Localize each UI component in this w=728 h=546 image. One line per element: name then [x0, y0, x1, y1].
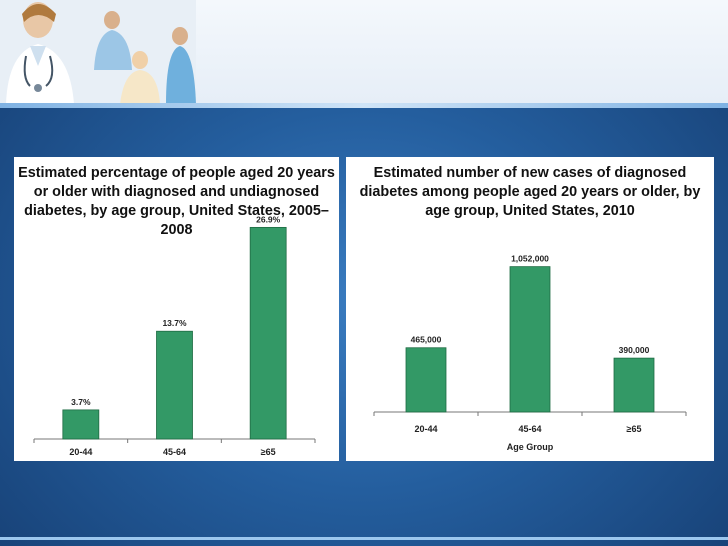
x-tick-label: ≥65 — [627, 424, 642, 434]
bar — [62, 409, 100, 440]
x-tick-label: 20-44 — [414, 424, 437, 434]
chart-panel-prevalence: Estimated percentage of people aged 20 y… — [14, 157, 339, 461]
bar — [156, 330, 193, 440]
chart-title: Estimated percentage of people aged 20 y… — [18, 165, 335, 238]
bar — [613, 357, 655, 413]
x-tick-label: 20-44 — [69, 447, 92, 457]
bar — [405, 347, 447, 413]
chart-plot-area: 465,000 20-44 1,052,000 45-64 390,000 ≥65 Age … — [373, 254, 687, 452]
header-stripe — [0, 103, 728, 108]
x-tick-label: 45-64 — [518, 424, 541, 434]
data-label: 390,000 — [619, 345, 650, 355]
data-label: 465,000 — [411, 335, 442, 345]
chart-title: Estimated number of new cases of diagnos… — [359, 165, 701, 219]
data-label: 1,052,000 — [511, 254, 549, 264]
data-label: 13.7% — [162, 318, 187, 328]
bar — [509, 266, 551, 413]
chart-plot-area: 3.7% 20-44 13.7% 45-64 26.9% ≥65 — [33, 214, 316, 457]
x-tick-label: ≥65 — [261, 447, 276, 457]
x-axis-label: Age Group — [507, 442, 554, 452]
medical-staff-photo — [0, 0, 196, 104]
slide-header — [0, 0, 728, 104]
footer-stripe — [0, 537, 728, 540]
bar — [249, 226, 287, 440]
data-label: 3.7% — [71, 397, 91, 407]
data-label: 26.9% — [256, 214, 281, 224]
chart-panel-new-cases: Estimated number of new cases of diagnos… — [346, 157, 714, 461]
x-tick-label: 45-64 — [163, 447, 186, 457]
